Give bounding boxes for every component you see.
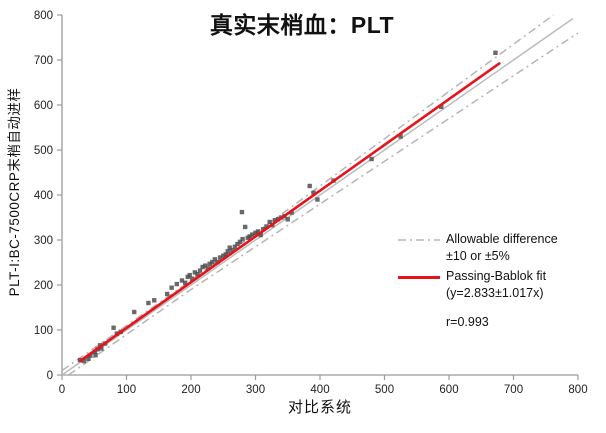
data-point (267, 219, 272, 225)
data-point (111, 325, 116, 330)
data-point (210, 259, 215, 265)
legend-item-passing-bablok: Passing-Bablok fit (y=2.833±1.017x) (398, 268, 588, 302)
chart-title: 真实末梢血：PLT (209, 12, 395, 38)
legend-allowable-rule: ±10 or ±5% (446, 249, 510, 263)
allowable-lower-line (68, 32, 579, 376)
data-point (289, 210, 294, 215)
data-point (227, 245, 232, 250)
data-point (179, 278, 185, 283)
data-point (223, 252, 229, 257)
data-point (307, 183, 312, 189)
data-point (190, 276, 195, 281)
x-tick-label: 600 (439, 384, 458, 396)
data-point (285, 217, 290, 222)
data-point (92, 349, 98, 355)
y-tick-label: 0 (47, 370, 53, 382)
data-point (99, 346, 104, 351)
data-point (93, 353, 98, 358)
x-tick-label: 500 (375, 384, 394, 396)
data-point (493, 50, 498, 55)
data-point (230, 248, 235, 253)
chart-legend: Allowable difference ±10 or ±5% Passing-… (398, 231, 588, 331)
y-tick-label: 200 (34, 280, 53, 292)
correlation-coefficient: r=0.993 (446, 315, 489, 329)
x-tick-label: 0 (59, 384, 65, 396)
y-tick-label: 800 (34, 10, 53, 22)
data-point (212, 257, 218, 262)
data-point (146, 300, 151, 306)
data-point (272, 218, 278, 223)
x-tick-label: 300 (246, 384, 265, 396)
data-point (315, 197, 320, 202)
data-point (152, 298, 157, 303)
data-point (81, 358, 87, 364)
data-point (182, 280, 188, 285)
data-point (86, 356, 91, 361)
legend-allowable-label: Allowable difference (446, 232, 558, 246)
data-point (311, 190, 316, 195)
y-tick-label: 500 (34, 145, 53, 157)
data-point (258, 232, 263, 238)
data-point (250, 232, 255, 237)
data-point (247, 234, 252, 239)
data-point (398, 134, 403, 139)
data-point (174, 281, 180, 287)
data-point (225, 249, 230, 254)
data-point (369, 156, 374, 162)
data-point (439, 104, 444, 109)
x-tick-label: 400 (310, 384, 329, 396)
x-tick-label: 800 (568, 384, 587, 396)
y-tick-label: 600 (34, 100, 53, 112)
y-tick-label: 300 (34, 235, 53, 247)
data-point (217, 255, 223, 260)
legend-item-allowable-difference: Allowable difference ±10 or ±5% (398, 231, 588, 265)
data-point (232, 244, 238, 249)
data-point (242, 224, 248, 230)
data-point (88, 353, 93, 358)
passing-bablok-fit-line (78, 62, 501, 363)
y-tick-label: 100 (34, 325, 53, 337)
data-point (164, 291, 170, 297)
data-point (197, 268, 203, 273)
identity-line (61, 17, 574, 376)
data-point (207, 261, 212, 267)
y-tick-label: 400 (34, 190, 53, 202)
data-point (237, 239, 243, 244)
x-tick-label: 700 (504, 384, 523, 396)
x-axis-label: 对比系统 (287, 399, 352, 416)
data-point (205, 266, 210, 271)
data-point (261, 227, 266, 232)
x-tick-label: 200 (181, 384, 200, 396)
y-tick-label: 700 (34, 55, 53, 67)
data-point (221, 253, 226, 258)
data-point (253, 230, 258, 235)
data-point (240, 236, 245, 242)
data-point (200, 264, 205, 270)
x-tick-label: 100 (117, 384, 136, 396)
legend-fit-label: Passing-Bablok fit (446, 269, 547, 283)
data-point (239, 209, 245, 215)
data-point (235, 241, 240, 247)
data-point (195, 272, 200, 277)
data-point (202, 263, 208, 268)
legend-fit-equation: (y=2.833±1.017x) (446, 286, 544, 300)
data-point (169, 285, 174, 290)
data-point (192, 270, 198, 275)
data-point (264, 224, 269, 229)
y-axis-label: PLT-I:BC-7500CRP末梢自动进样 (7, 87, 22, 297)
red-line-icon (398, 268, 446, 280)
data-point (187, 272, 192, 278)
dash-dot-line-icon (398, 231, 446, 242)
data-point (255, 229, 261, 234)
data-point (132, 309, 137, 315)
